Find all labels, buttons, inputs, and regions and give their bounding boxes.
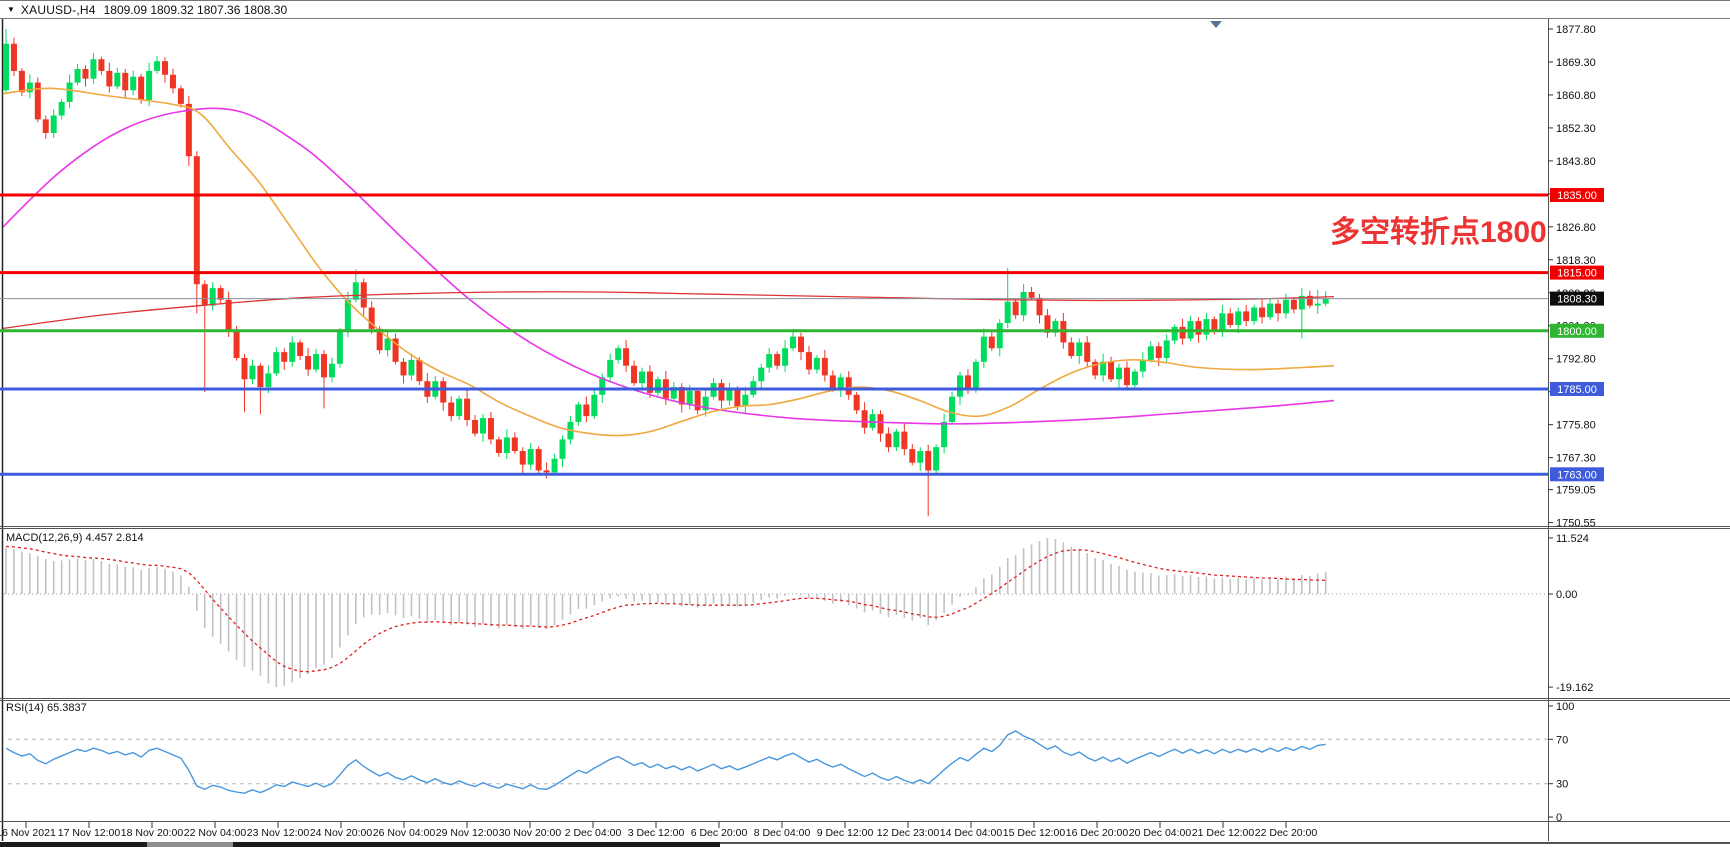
svg-text:1852.30: 1852.30	[1556, 123, 1596, 135]
svg-text:1818.30: 1818.30	[1556, 255, 1596, 267]
svg-text:23 Nov 12:00: 23 Nov 12:00	[247, 827, 310, 839]
svg-text:29 Nov 12:00: 29 Nov 12:00	[436, 827, 499, 839]
svg-text:8 Dec 04:00: 8 Dec 04:00	[754, 827, 811, 839]
macd-signal-line	[5, 545, 1326, 673]
svg-text:14 Dec 04:00: 14 Dec 04:00	[940, 827, 1003, 839]
macd-panel[interactable]	[0, 538, 1548, 688]
svg-text:12 Dec 23:00: 12 Dec 23:00	[877, 827, 940, 839]
svg-text:6 Dec 20:00: 6 Dec 20:00	[691, 827, 748, 839]
svg-text:1763.00: 1763.00	[1557, 469, 1597, 481]
svg-text:1775.80: 1775.80	[1556, 420, 1596, 432]
svg-text:1843.80: 1843.80	[1556, 156, 1596, 168]
svg-text:2 Dec 04:00: 2 Dec 04:00	[565, 827, 622, 839]
svg-text:22 Dec 20:00: 22 Dec 20:00	[1255, 827, 1318, 839]
macd-axis: 11.524 0.00 -19.162	[1548, 533, 1593, 694]
svg-text:1815.00: 1815.00	[1557, 268, 1597, 280]
rsi-panel[interactable]	[0, 730, 1548, 794]
svg-text:70: 70	[1556, 734, 1568, 746]
rsi-axis: 100 70 30 0	[1548, 701, 1574, 824]
chart-frame	[0, 19, 1730, 841]
svg-text:1785.00: 1785.00	[1557, 384, 1597, 396]
svg-text:0: 0	[1556, 812, 1562, 824]
chart-annotation-text[interactable]: 多空转折点1800	[1330, 216, 1547, 249]
svg-text:1869.30: 1869.30	[1556, 57, 1596, 69]
svg-text:1750.55: 1750.55	[1556, 518, 1596, 530]
svg-text:17 Nov 12:00: 17 Nov 12:00	[58, 827, 121, 839]
horizontal-levels-layer[interactable]: 1835.00 1815.00 1800.00 1785.00 1763.00 1808.…	[0, 188, 1604, 482]
svg-text:30: 30	[1556, 779, 1568, 791]
svg-text:1767.30: 1767.30	[1556, 453, 1596, 465]
svg-text:1835.00: 1835.00	[1557, 190, 1597, 202]
svg-text:22 Nov 04:00: 22 Nov 04:00	[184, 827, 247, 839]
svg-text:1792.80: 1792.80	[1556, 354, 1596, 366]
svg-text:0.00: 0.00	[1556, 589, 1577, 601]
svg-text:9 Dec 12:00: 9 Dec 12:00	[817, 827, 874, 839]
symbol-period-label: XAUUSD-,H4	[20, 2, 96, 17]
svg-text:1826.80: 1826.80	[1556, 222, 1596, 234]
svg-text:16 Dec 20:00: 16 Dec 20:00	[1066, 827, 1129, 839]
ohlc-values: 1809.09 1809.32 1807.36 1808.30	[103, 2, 288, 17]
time-axis[interactable]: 16 Nov 2021 17 Nov 12:00 18 Nov 20:00 22 No…	[0, 822, 1317, 839]
symbol-dropdown-icon[interactable]: ▼	[7, 5, 15, 14]
svg-text:100: 100	[1556, 701, 1574, 713]
svg-text:26 Nov 04:00: 26 Nov 04:00	[373, 827, 436, 839]
svg-text:21 Dec 12:00: 21 Dec 12:00	[1192, 827, 1255, 839]
svg-text:24 Nov 20:00: 24 Nov 20:00	[310, 827, 373, 839]
red-ma-line	[3, 291, 1335, 330]
svg-text:11.524: 11.524	[1556, 533, 1589, 545]
svg-text:1808.30: 1808.30	[1557, 294, 1597, 306]
svg-text:1860.80: 1860.80	[1556, 90, 1596, 102]
svg-text:-19.162: -19.162	[1556, 682, 1593, 694]
chart-titlebar: ▼ XAUUSD-,H4 1809.09 1809.32 1807.36 180…	[0, 1, 1730, 19]
svg-text:3 Dec 12:00: 3 Dec 12:00	[628, 827, 685, 839]
svg-text:15 Dec 12:00: 15 Dec 12:00	[1003, 827, 1066, 839]
svg-text:16 Nov 2021: 16 Nov 2021	[0, 827, 56, 839]
rsi-line	[5, 730, 1326, 794]
orange-ma-line	[3, 87, 1335, 437]
chart-shift-marker-icon[interactable]	[1210, 21, 1222, 28]
svg-text:1759.05: 1759.05	[1556, 485, 1596, 497]
svg-text:1877.80: 1877.80	[1556, 24, 1596, 36]
bottom-window-edge	[0, 842, 1730, 847]
svg-text:1800.00: 1800.00	[1557, 326, 1597, 338]
moving-averages-layer	[3, 87, 1335, 437]
svg-text:20 Dec 04:00: 20 Dec 04:00	[1129, 827, 1192, 839]
svg-text:18 Nov 20:00: 18 Nov 20:00	[121, 827, 184, 839]
magenta-ma-line	[3, 107, 1335, 425]
svg-text:30 Nov 20:00: 30 Nov 20:00	[499, 827, 562, 839]
